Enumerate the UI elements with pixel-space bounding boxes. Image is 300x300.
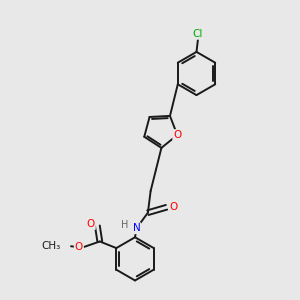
Text: N: N xyxy=(133,223,140,233)
Text: Cl: Cl xyxy=(193,29,203,39)
Text: H: H xyxy=(121,220,128,230)
Text: O: O xyxy=(87,219,95,229)
Text: O: O xyxy=(173,130,182,140)
Text: O: O xyxy=(75,242,83,252)
Text: CH₃: CH₃ xyxy=(42,241,61,251)
Text: O: O xyxy=(169,202,177,212)
